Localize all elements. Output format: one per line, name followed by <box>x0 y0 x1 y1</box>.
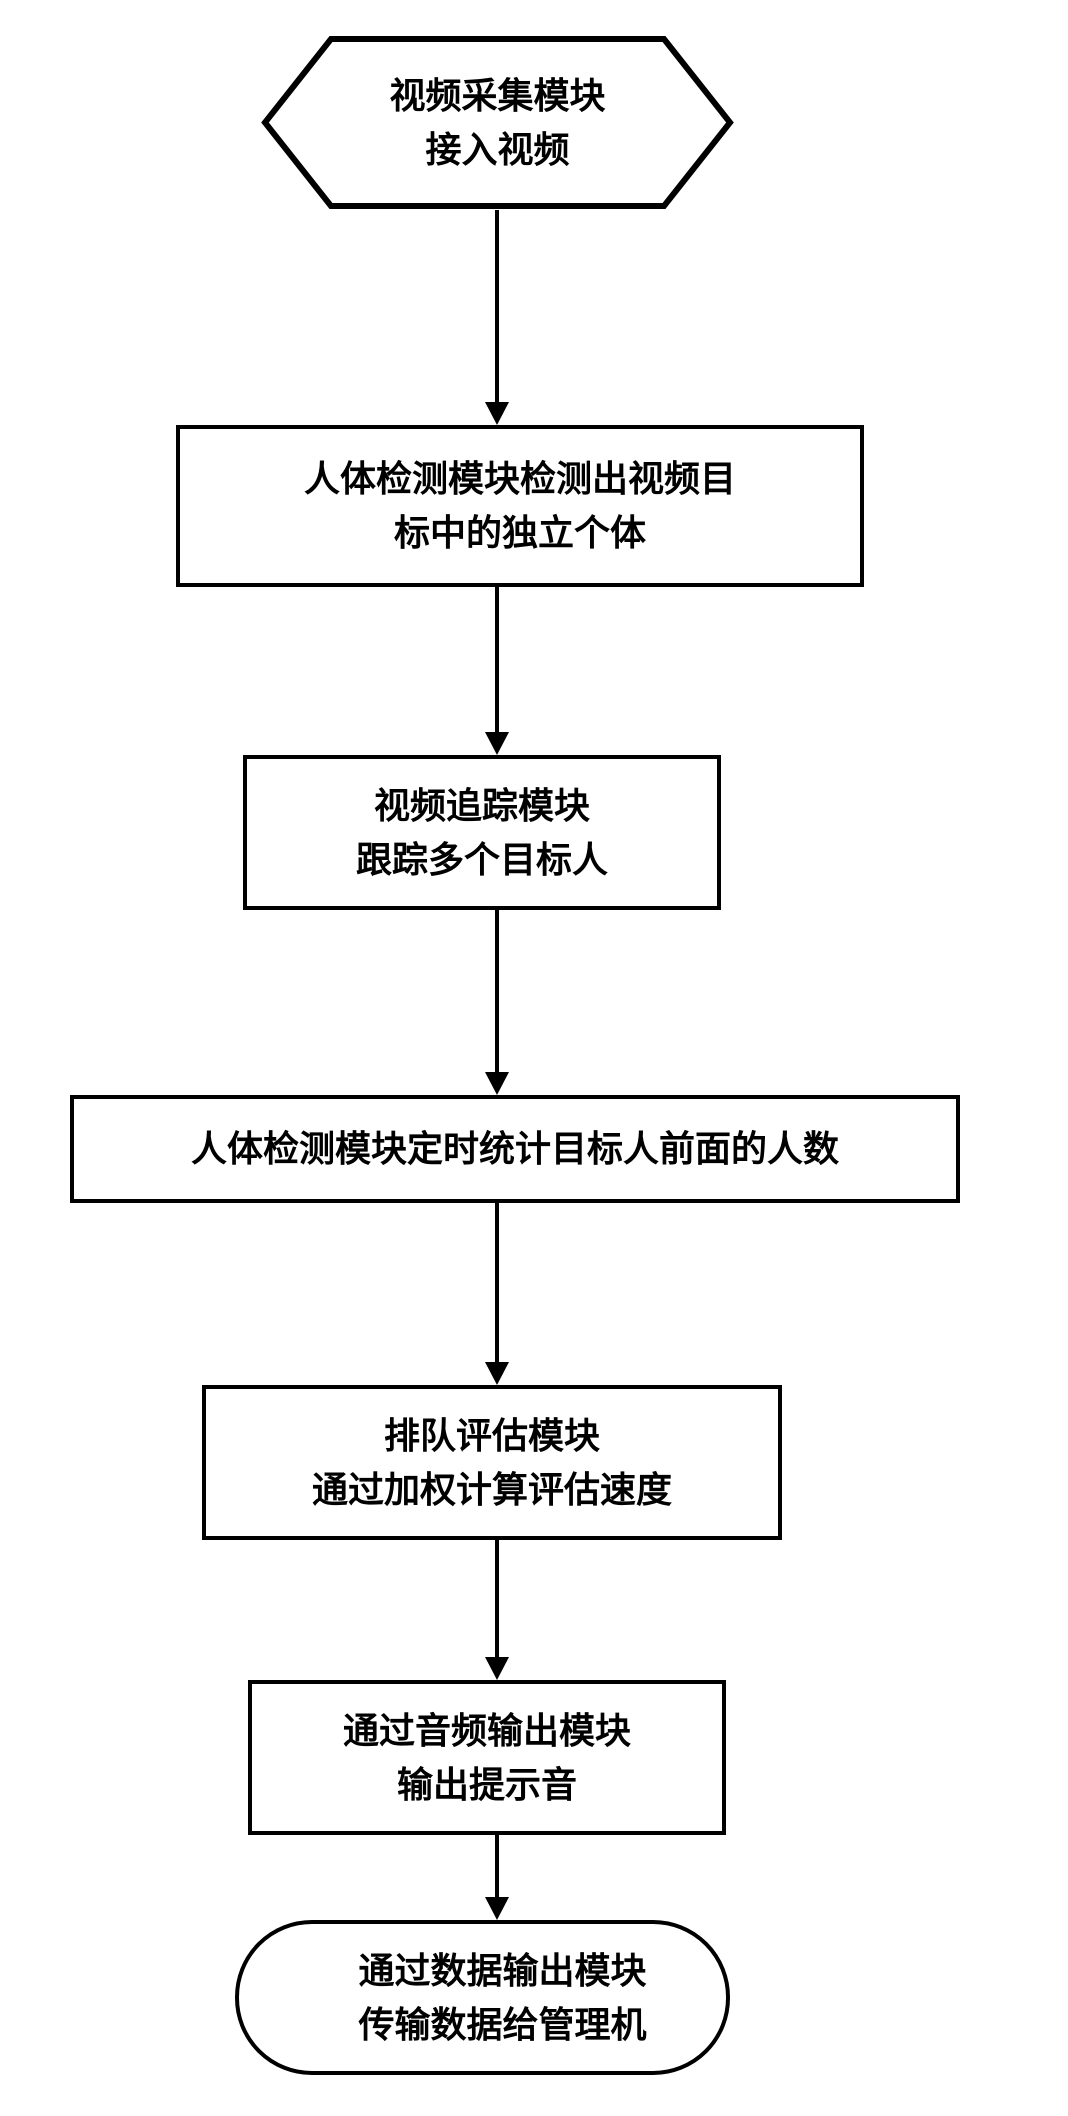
flowchart-node-detect: 人体检测模块检测出视频目 标中的独立个体 <box>176 425 864 587</box>
flowchart-node-evaluate: 排队评估模块 通过加权计算评估速度 <box>202 1385 782 1540</box>
node-detect-line1: 人体检测模块检测出视频目 <box>304 452 736 506</box>
node-output-text: 通过数据输出模块 传输数据给管理机 <box>318 1944 646 2052</box>
flowchart-node-audio: 通过音频输出模块 输出提示音 <box>248 1680 726 1835</box>
node-evaluate-line2: 通过加权计算评估速度 <box>312 1463 672 1517</box>
arrow-5 <box>477 1540 517 1680</box>
node-audio-line1: 通过音频输出模块 <box>343 1704 631 1758</box>
node-evaluate-line1: 排队评估模块 <box>384 1409 600 1463</box>
arrow-6 <box>477 1835 517 1920</box>
node-output-line2: 传输数据给管理机 <box>358 1998 646 2052</box>
node-track-line2: 跟踪多个目标人 <box>356 833 608 887</box>
flowchart-node-output: 通过数据输出模块 传输数据给管理机 <box>235 1920 730 2075</box>
arrow-3 <box>477 910 517 1095</box>
node-track-line1: 视频追踪模块 <box>374 779 590 833</box>
node-output-line1: 通过数据输出模块 <box>358 1944 646 1998</box>
arrow-1 <box>477 210 517 425</box>
flowchart-node-count: 人体检测模块定时统计目标人前面的人数 <box>70 1095 960 1203</box>
arrow-4 <box>477 1203 517 1385</box>
node-start-line1: 视频采集模块 <box>389 69 605 123</box>
node-audio-line2: 输出提示音 <box>397 1758 577 1812</box>
flowchart-node-track: 视频追踪模块 跟踪多个目标人 <box>243 755 721 910</box>
flowchart-node-start: 视频采集模块 接入视频 <box>261 35 734 210</box>
node-detect-line2: 标中的独立个体 <box>394 506 646 560</box>
node-start-line2: 接入视频 <box>389 123 605 177</box>
flowchart-container: 视频采集模块 接入视频 人体检测模块检测出视频目 标中的独立个体 视频追踪模块 … <box>0 0 1068 2116</box>
node-start-text: 视频采集模块 接入视频 <box>389 69 605 177</box>
node-count-line1: 人体检测模块定时统计目标人前面的人数 <box>191 1122 839 1176</box>
arrow-2 <box>477 587 517 755</box>
